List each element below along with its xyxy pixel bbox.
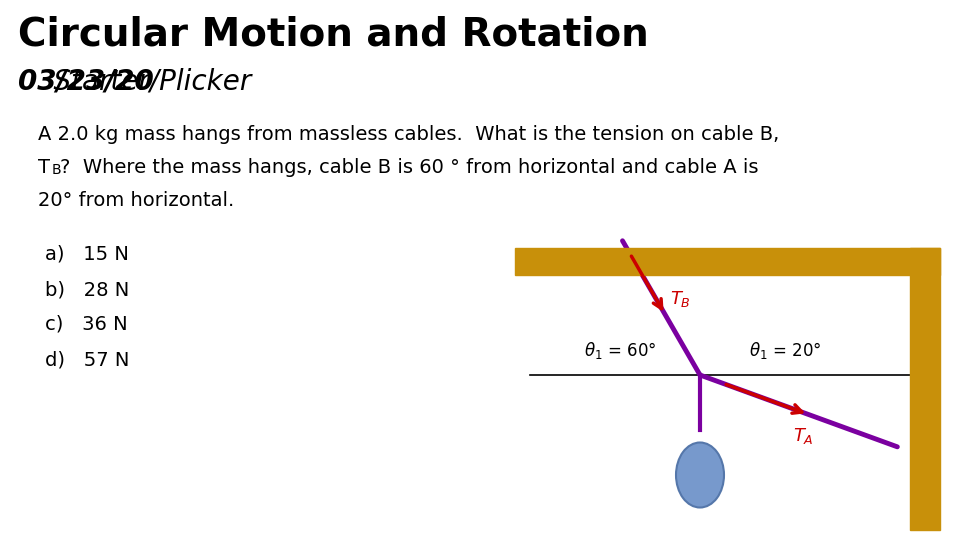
Text: $\theta_1$ = 60°: $\theta_1$ = 60° — [584, 340, 657, 361]
Text: Circular Motion and Rotation: Circular Motion and Rotation — [18, 15, 649, 53]
Text: ?  Where the mass hangs, cable B is 60 ° from horizontal and cable A is: ? Where the mass hangs, cable B is 60 ° … — [60, 158, 758, 177]
Text: $\theta_1$ = 20°: $\theta_1$ = 20° — [749, 340, 821, 361]
Text: Starter/Plicker: Starter/Plicker — [18, 68, 252, 96]
Text: d)   57 N: d) 57 N — [45, 350, 130, 369]
Text: $T_B$: $T_B$ — [670, 289, 691, 309]
Text: B: B — [52, 163, 61, 177]
Text: 03/23/20: 03/23/20 — [18, 68, 154, 96]
Ellipse shape — [676, 442, 724, 508]
Text: A 2.0 kg mass hangs from massless cables.  What is the tension on cable B,: A 2.0 kg mass hangs from massless cables… — [38, 125, 780, 144]
Text: $T_A$: $T_A$ — [793, 427, 813, 447]
Text: T: T — [38, 158, 50, 177]
Text: c)   36 N: c) 36 N — [45, 315, 128, 334]
Bar — [910, 248, 940, 530]
Text: a)   15 N: a) 15 N — [45, 245, 129, 264]
Bar — [515, 248, 940, 275]
Text: 20° from horizontal.: 20° from horizontal. — [38, 191, 234, 210]
Text: b)   28 N: b) 28 N — [45, 280, 130, 299]
